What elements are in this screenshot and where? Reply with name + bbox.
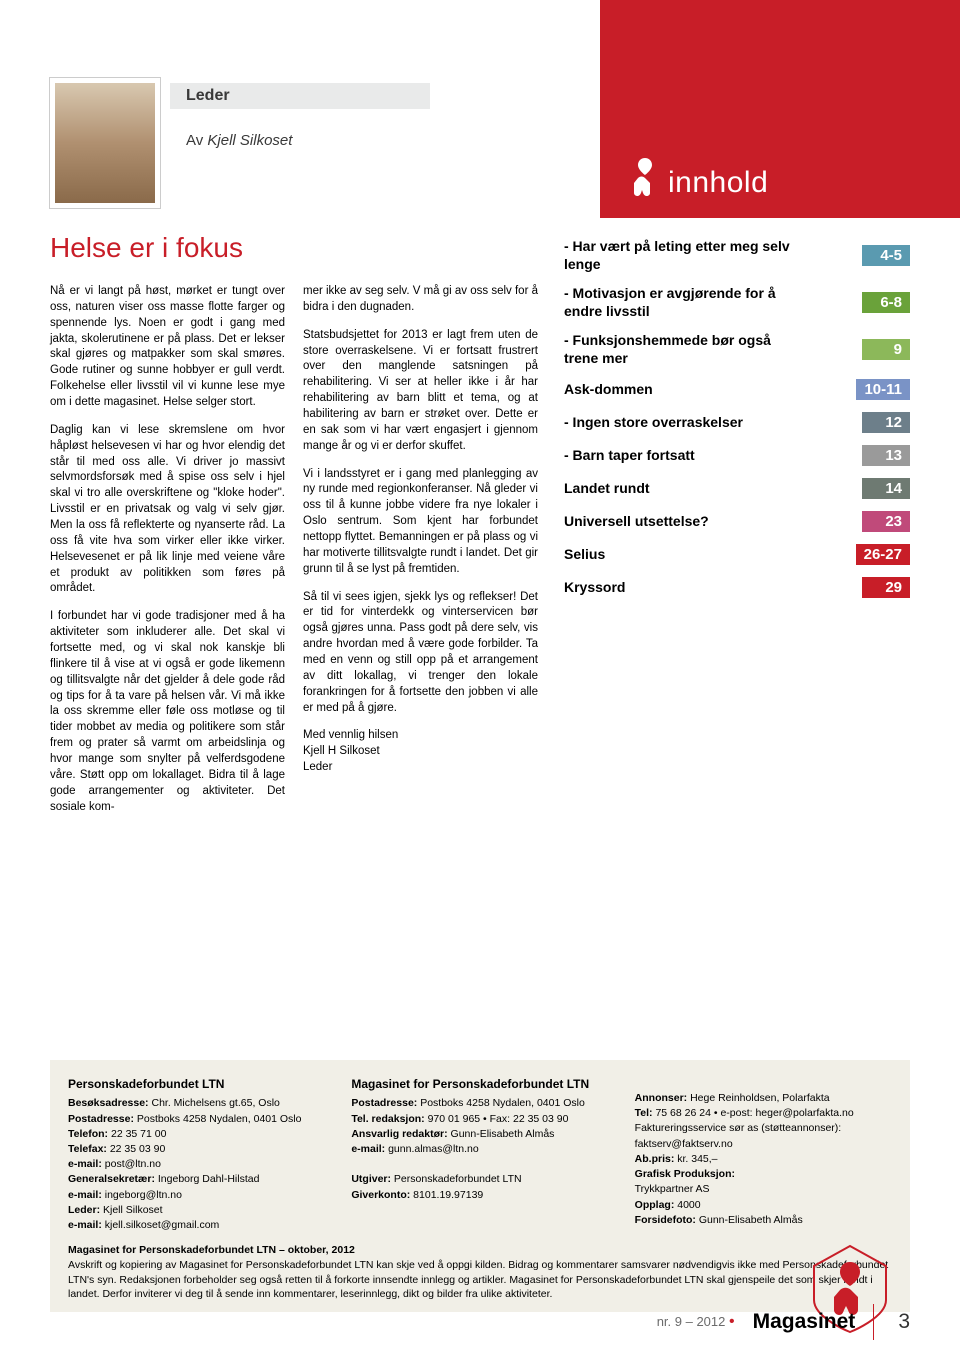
toc-row[interactable]: Landet rundt 14 [564,478,910,499]
page-number: 3 [898,1310,910,1334]
innhold-panel: innhold [600,0,960,218]
footer-line: Tel: 75 68 26 24 • e-post: heger@polarfa… [635,1106,892,1121]
toc-label: Selius [564,546,605,564]
footer-line: Trykkpartner AS [635,1182,892,1197]
toc-page-badge: 26-27 [856,544,910,565]
toc-label: - Har vært på leting etter meg selv leng… [564,238,794,273]
footer-line: Postadresse: Postboks 4258 Nydalen, 0401… [351,1096,608,1111]
main-content-row: Helse er i fokus Nå er vi langt på høst,… [50,232,910,828]
toc-page-badge: 4-5 [862,245,910,266]
toc-page-badge: 9 [862,339,910,360]
toc-label: - Funksjonshemmede bør også trene mer [564,332,794,367]
byline-prefix: Av [186,132,207,149]
footer-line: e-mail: ingeborg@ltn.no [68,1188,325,1203]
footer-line: Leder: Kjell Silkoset [68,1203,325,1218]
toc-page-badge: 14 [862,478,910,499]
toc-label: - Ingen store overraskelser [564,414,743,432]
toc-row[interactable]: - Barn taper fortsatt 13 [564,445,910,466]
footer-line: Generalsekretær: Ingeborg Dahl-Hilstad [68,1172,325,1187]
footer-line: Tel. redaksjon: 970 01 965 • Fax: 22 35 … [351,1112,608,1127]
footer-col-1: Personskadeforbundet LTN Besøksadresse: … [68,1076,325,1233]
toc-page-badge: 23 [862,511,910,532]
toc-label: - Barn taper fortsatt [564,447,695,465]
toc-row[interactable]: Selius 26-27 [564,544,910,565]
article-title: Helse er i fokus [50,232,538,264]
footer-line: e-mail: kjell.silkoset@gmail.com [68,1218,325,1233]
toc-row[interactable]: Universell utsettelse? 23 [564,511,910,532]
page-footer-bar: nr. 9 – 2012 • Magasinet 3 [50,1304,910,1340]
magazine-name: Magasinet [753,1310,856,1334]
innhold-title: innhold [668,166,768,200]
toc-label: - Motivasjon er avgjørende for å endre l… [564,285,794,320]
toc-page-badge: 6-8 [862,292,910,313]
toc-label: Landet rundt [564,480,650,498]
toc-label: Kryssord [564,579,625,597]
dot-separator: • [729,1313,735,1330]
article-col-1: Nå er vi langt på høst, mørket er tungt … [50,284,285,828]
leader-label: Leder [170,83,430,109]
toc-label: Universell utsettelse? [564,513,709,531]
footer-line: Telefax: 22 35 03 90 [68,1142,325,1157]
toc-row[interactable]: - Funksjonshemmede bør også trene mer 9 [564,332,910,367]
footer-line: Postadresse: Postboks 4258 Nydalen, 0401… [68,1112,325,1127]
footer-line: Faktureringsservice sør as (støtteannons… [635,1121,892,1136]
toc-row[interactable]: - Har vært på leting etter meg selv leng… [564,238,910,273]
heart-hand-icon [628,156,662,200]
article-paragraph: Daglig kan vi lese skremslene om hvor hå… [50,423,285,597]
footer-divider [873,1304,874,1340]
footer-col2-title: Magasinet for Personskadeforbundet LTN [351,1076,608,1093]
footer-line: Ab.pris: kr. 345,– [635,1152,892,1167]
footer-line: Forsidefoto: Gunn-Elisabeth Almås [635,1213,892,1228]
article-paragraph: Vi i landsstyret er i gang med planleggi… [303,467,538,578]
toc-label: Ask-dommen [564,381,653,399]
footer-line: e-mail: post@ltn.no [68,1157,325,1172]
article-paragraph: Nå er vi langt på høst, mørket er tungt … [50,284,285,411]
footer-note: Magasinet for Personskadeforbundet LTN –… [68,1243,892,1302]
toc-page-badge: 13 [862,445,910,466]
article-paragraph: Så til vi sees igjen, sjekk lys og refle… [303,590,538,717]
toc-page-badge: 12 [862,412,910,433]
leader-byline: Av Kjell Silkoset [186,132,292,149]
article-paragraph: mer ikke av seg selv. V må gi av oss sel… [303,284,538,316]
toc-row[interactable]: Kryssord 29 [564,577,910,598]
footer-line: Grafisk Produksjon: [635,1167,892,1182]
footer-note-text: Avskrift og kopiering av Magasinet for P… [68,1259,888,1300]
footer-col-3: Annonser: Hege Reinholdsen, PolarfaktaTe… [635,1076,892,1233]
article-col-2: mer ikke av seg selv. V må gi av oss sel… [303,284,538,828]
footer-line: Giverkonto: 8101.19.97139 [351,1188,608,1203]
toc-row[interactable]: - Ingen store overraskelser 12 [564,412,910,433]
toc-row[interactable]: Ask-dommen 10-11 [564,379,910,400]
footer-line: faktserv@faktserv.no [635,1137,892,1152]
byline-name: Kjell Silkoset [207,132,292,149]
footer-col-2: Magasinet for Personskadeforbundet LTN P… [351,1076,608,1233]
article-paragraph: I forbundet har vi gode tradisjoner med … [50,609,285,815]
footer-col1-title: Personskadeforbundet LTN [68,1076,325,1093]
footer-line: Opplag: 4000 [635,1198,892,1213]
footer-line [351,1157,608,1172]
footer-line: Ansvarlig redaktør: Gunn-Elisabeth Almås [351,1127,608,1142]
footer-line: Annonser: Hege Reinholdsen, Polarfakta [635,1091,892,1106]
toc-row[interactable]: - Motivasjon er avgjørende for å endre l… [564,285,910,320]
toc-page-badge: 10-11 [856,379,910,400]
footer-line: Utgiver: Personskadeforbundet LTN [351,1172,608,1187]
colophon-footer: Personskadeforbundet LTN Besøksadresse: … [50,1060,910,1312]
table-of-contents: - Har vært på leting etter meg selv leng… [556,232,910,828]
footer-note-title: Magasinet for Personskadeforbundet LTN –… [68,1244,355,1256]
footer-line: Telefon: 22 35 71 00 [68,1127,325,1142]
footer-line: e-mail: gunn.almas@ltn.no [351,1142,608,1157]
article-paragraph: Statsbudsjettet for 2013 er lagt frem ut… [303,328,538,455]
article-paragraph: Med vennlig hilsen Kjell H Silkoset Lede… [303,728,538,776]
author-photo [50,78,160,208]
issue-label: nr. 9 – 2012 • [657,1313,735,1331]
footer-line: Besøksadresse: Chr. Michelsens gt.65, Os… [68,1096,325,1111]
toc-page-badge: 29 [862,577,910,598]
